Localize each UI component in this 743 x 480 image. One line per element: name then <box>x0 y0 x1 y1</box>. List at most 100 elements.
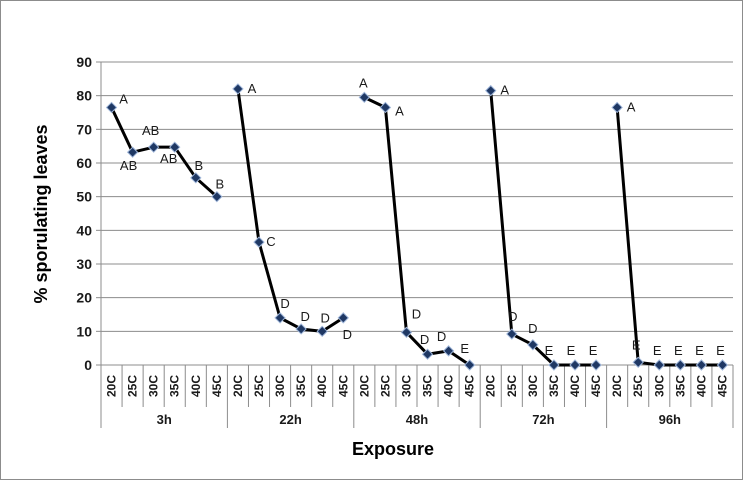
data-point <box>358 91 371 104</box>
y-tick-label: 40 <box>76 222 92 238</box>
data-point <box>442 345 455 357</box>
category-label: 45C <box>210 375 224 397</box>
data-point <box>211 190 223 203</box>
significance-letter: B <box>216 177 225 192</box>
category-label: 35C <box>168 375 182 397</box>
significance-letter: E <box>567 343 576 358</box>
data-point <box>527 339 539 351</box>
category-label: 25C <box>631 375 645 397</box>
y-tick-label: 50 <box>76 189 92 205</box>
data-point <box>674 359 687 371</box>
significance-letter: E <box>674 343 683 358</box>
data-point <box>232 83 244 95</box>
category-label: 45C <box>463 375 477 397</box>
data-point <box>506 328 518 340</box>
data-point <box>190 172 202 184</box>
y-tick-label: 60 <box>76 155 92 171</box>
significance-letter: A <box>627 99 636 114</box>
category-label: 35C <box>421 375 435 397</box>
significance-letter: A <box>395 103 404 118</box>
data-points <box>105 83 729 371</box>
y-tick-label: 70 <box>76 121 92 137</box>
significance-letter: C <box>266 234 275 249</box>
data-point <box>421 348 434 360</box>
series-lines <box>110 88 723 367</box>
significance-letter: AB <box>142 123 159 138</box>
data-point <box>379 101 392 114</box>
data-point <box>716 359 729 371</box>
category-label: 25C <box>126 375 140 397</box>
category-label: 45C <box>336 375 350 397</box>
category-label: 40C <box>189 375 203 397</box>
data-point <box>147 141 160 153</box>
significance-letter: D <box>508 309 517 324</box>
y-tick-labels: 0 10 20 30 40 50 60 70 80 90 <box>76 54 92 373</box>
category-label: 20C <box>357 375 371 397</box>
significance-letter: D <box>280 296 289 311</box>
data-point <box>590 359 602 371</box>
significance-letter: D <box>437 329 446 344</box>
y-tick-label: 80 <box>76 88 92 104</box>
significance-letter: AB <box>120 158 137 173</box>
data-point <box>569 359 581 371</box>
category-label: 40C <box>694 375 708 397</box>
group-label: 3h <box>157 412 172 427</box>
series-line-96h <box>615 107 723 367</box>
category-label: 45C <box>589 375 603 397</box>
category-label: 40C <box>315 375 329 397</box>
significance-letter: E <box>545 343 554 358</box>
significance-letter: E <box>716 343 725 358</box>
x-axis-title: Exposure <box>352 439 434 459</box>
category-label: 25C <box>252 375 266 397</box>
data-point <box>695 359 708 371</box>
data-point <box>295 323 307 335</box>
data-point <box>548 359 560 371</box>
category-label: 20C <box>105 375 119 397</box>
significance-letter: D <box>300 309 309 324</box>
category-label: 30C <box>652 375 666 397</box>
significance-letter: A <box>500 83 509 98</box>
significance-letter: AB <box>160 151 177 166</box>
y-axis-title: % sporulating leaves <box>31 124 51 303</box>
y-tick-label: 20 <box>76 290 92 306</box>
significance-letter: A <box>359 75 368 90</box>
significance-letter: D <box>343 327 352 342</box>
data-point <box>337 312 349 324</box>
data-point <box>485 84 497 97</box>
data-point <box>169 141 181 153</box>
category-label: 35C <box>294 375 308 397</box>
significance-letter: E <box>632 337 641 352</box>
y-tick-label: 90 <box>76 54 92 70</box>
significance-letter: B <box>194 158 203 173</box>
gridlines <box>101 61 733 332</box>
data-point <box>253 236 265 248</box>
significance-letter: E <box>460 341 469 356</box>
y-tick-label: 30 <box>76 256 92 272</box>
series-line-48h <box>363 95 471 367</box>
significance-letter: D <box>420 332 429 347</box>
group-label: 72h <box>532 412 554 427</box>
category-label: 25C <box>378 375 392 397</box>
category-label: 20C <box>610 375 624 397</box>
series-line-22h <box>236 88 345 333</box>
group-label: 96h <box>659 412 681 427</box>
significance-letter: D <box>412 306 421 321</box>
category-label: 35C <box>673 375 687 397</box>
category-label: 45C <box>715 375 729 397</box>
data-point <box>653 359 665 371</box>
significance-letter: E <box>589 343 598 358</box>
category-label: 30C <box>147 375 161 397</box>
group-label: 48h <box>406 412 428 427</box>
series-line-72h <box>489 90 597 367</box>
data-point <box>463 359 476 371</box>
category-label: 20C <box>484 375 498 397</box>
category-label: 30C <box>526 375 540 397</box>
category-label: 25C <box>505 375 519 397</box>
significance-letter: D <box>321 310 330 325</box>
data-point <box>274 312 286 324</box>
category-label: 40C <box>442 375 456 397</box>
data-point <box>400 326 413 339</box>
